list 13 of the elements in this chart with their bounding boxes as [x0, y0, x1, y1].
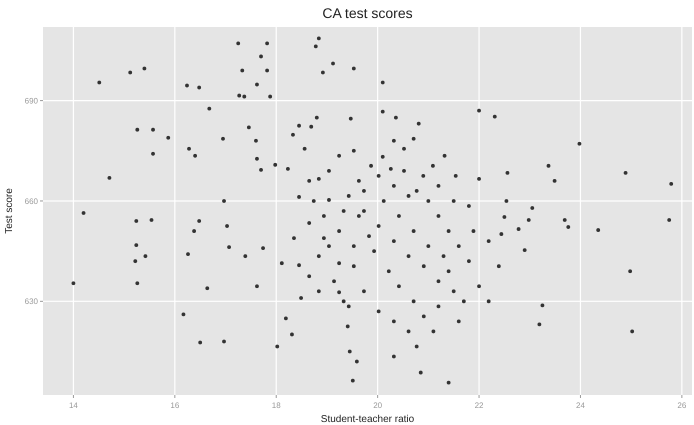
y-axis-title: Test score: [4, 188, 15, 234]
x-tick-label: 24: [576, 401, 586, 410]
x-tick-label: 18: [272, 401, 282, 410]
x-tick-label: 22: [474, 401, 484, 410]
x-tick-label: 14: [68, 401, 78, 410]
x-tick-label: 16: [170, 401, 180, 410]
y-tick-label: 630: [24, 297, 39, 306]
x-tick-label: 26: [677, 401, 687, 410]
y-tick-label: 690: [24, 96, 39, 106]
x-axis-title: Student-teacher ratio: [320, 414, 415, 425]
x-tick-label: 20: [373, 401, 383, 410]
y-tick-label: 660: [24, 196, 39, 206]
chart-title: CA test scores: [322, 5, 413, 21]
